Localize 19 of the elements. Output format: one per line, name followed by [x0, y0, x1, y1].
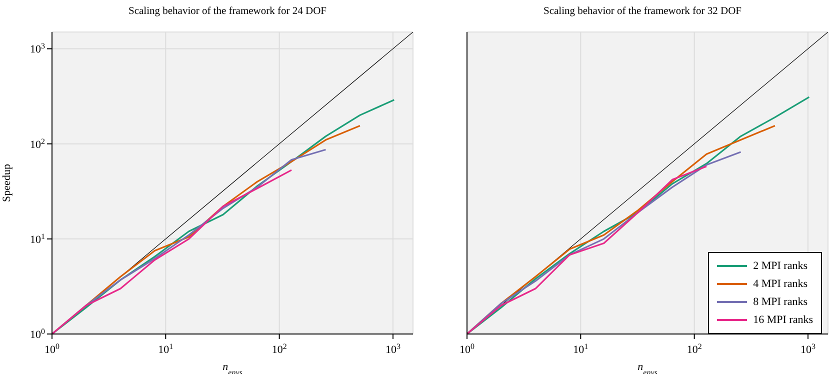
- x-tick-label: 10$^{3}$: [800, 342, 816, 356]
- x-tick-label: 10$^{2}$: [272, 342, 287, 356]
- x-tick-label: 10$^{3}$: [385, 342, 400, 356]
- y-tick-label: 10$^{3}$: [30, 41, 45, 56]
- x-tick-label: 10$^{1}$: [573, 342, 588, 356]
- chart-title: Scaling behavior of the framework for 24 DOF: [128, 5, 328, 19]
- x-tick-label: 10$^{0}$: [44, 342, 60, 356]
- legend-label: 4 MPI ranks: [753, 278, 808, 290]
- y-tick-label: 10$^{1}$: [30, 231, 45, 246]
- y-tick-label: 10$^{0}$: [30, 326, 45, 341]
- x-tick-label: 10$^{0}$: [460, 342, 474, 356]
- legend-label: 16 MPI ranks: [753, 314, 813, 326]
- x-tick-label: 10$^{2}$: [686, 342, 702, 356]
- chart-title: Scaling behavior of the framework for 32 DOF: [542, 5, 742, 19]
- y-axis-title: Speedup: [1, 164, 13, 202]
- x-tick-label: 10$^{1}$: [158, 342, 174, 356]
- y-tick-label: 10$^{2}$: [30, 136, 45, 151]
- legend-label: 2 MPI ranks: [753, 260, 808, 272]
- legend-label: 8 MPI ranks: [753, 296, 808, 308]
